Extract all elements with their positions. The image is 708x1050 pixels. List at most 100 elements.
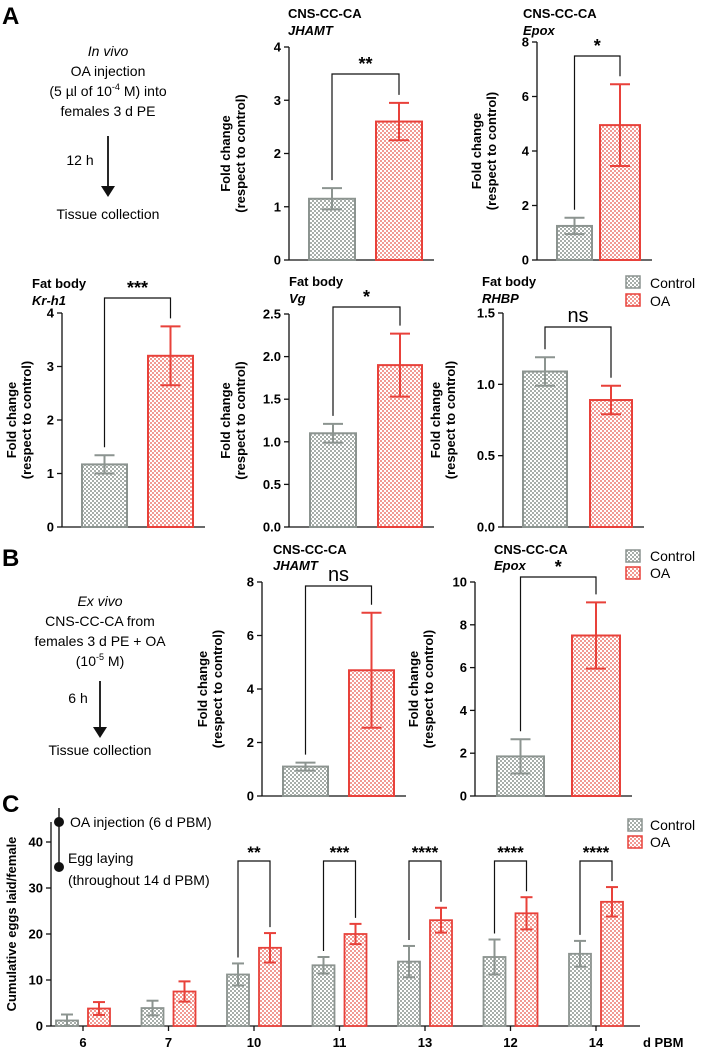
significance-label: *** <box>127 278 148 298</box>
y-tick-label: 10 <box>29 973 43 988</box>
x-tick-label: 13 <box>418 1035 432 1050</box>
y-tick-label: 0 <box>47 520 54 535</box>
chart-a2: CNS-CC-CA Epox Fold change (respect to cont… <box>469 6 652 268</box>
panel-label-c: C <box>2 791 19 818</box>
y-tick-label: 3 <box>274 93 281 108</box>
legend-a: Control OA <box>625 275 695 309</box>
y-tick-label: 40 <box>29 835 43 850</box>
gene-label: Vg <box>289 291 306 306</box>
schematic-in-vivo: In vivo OA injection (5 µl of 10-4 M) in… <box>49 43 166 222</box>
y-axis-label-units: (respect to control) <box>484 92 499 210</box>
bar-oa <box>375 120 423 261</box>
legend-c: Control OA <box>627 817 695 850</box>
y-tick-label: 2 <box>274 146 281 161</box>
y-tick-label: 0 <box>36 1019 43 1034</box>
y-axis-label: Fold change <box>195 651 210 728</box>
significance-label: *** <box>330 843 350 862</box>
y-tick-label: 6 <box>247 628 254 643</box>
gene-label: Epox <box>523 23 556 38</box>
timeline-dot-icon <box>54 817 64 827</box>
y-tick-label: 1.5 <box>263 392 281 407</box>
legend-oa-label: OA <box>650 565 671 581</box>
gene-label: Epox <box>494 558 527 573</box>
y-tick-label: 6 <box>460 660 467 675</box>
legend-control-label: Control <box>650 548 695 564</box>
y-tick-label: 8 <box>247 575 254 590</box>
schematic-b-duration: 6 h <box>68 690 87 706</box>
schematic-b-result: Tissue collection <box>49 742 152 758</box>
y-tick-label: 30 <box>29 881 43 896</box>
gene-label: JHAMT <box>273 558 319 573</box>
panel-label-a: A <box>2 3 19 30</box>
legend-b: Control OA <box>625 548 695 581</box>
y-tick-label: 4 <box>274 40 282 55</box>
y-tick-label: 4 <box>247 682 255 697</box>
chart-title: CNS-CC-CA <box>523 6 597 21</box>
bar-oa <box>599 124 641 261</box>
y-tick-label: 0 <box>522 253 529 268</box>
legend-oa-label: OA <box>650 834 671 850</box>
y-tick-label: 0 <box>247 789 254 804</box>
y-tick-label: 0.5 <box>477 448 495 463</box>
x-tick-label: 6 <box>79 1035 86 1050</box>
gene-label: JHAMT <box>288 23 334 38</box>
y-axis-label: Fold change <box>4 382 19 459</box>
significance-label: ** <box>247 843 261 862</box>
schematic-a-title: In vivo <box>88 43 129 59</box>
significance-label: ** <box>358 54 372 74</box>
y-tick-label: 2.5 <box>263 307 281 322</box>
significance-label: ns <box>328 564 349 586</box>
bar-control <box>309 432 357 528</box>
legend-oa-label: OA <box>650 293 671 309</box>
x-tick-label: 10 <box>247 1035 261 1050</box>
chart-title: CNS-CC-CA <box>288 6 362 21</box>
y-tick-label: 2 <box>522 198 529 213</box>
significance-bracket <box>579 860 613 935</box>
y-tick-label: 1.5 <box>477 306 495 321</box>
bar-oa <box>589 399 633 529</box>
significance-bracket <box>544 326 612 378</box>
significance-bracket <box>408 860 442 940</box>
schematic-a-result: Tissue collection <box>57 206 160 222</box>
chart-title: CNS-CC-CA <box>494 542 568 557</box>
y-axis-label-units: (respect to control) <box>421 630 436 748</box>
y-tick-label: 4 <box>47 306 55 321</box>
legend-control-label: Control <box>650 275 695 291</box>
chart-title: Fat body <box>289 274 344 289</box>
legend-control-swatch <box>627 818 643 832</box>
chart-a4: Fat body Vg Fold change (respect to control… <box>218 274 434 535</box>
schematic-b-line-2: females 3 d PE + OA <box>34 633 166 649</box>
y-tick-label: 1 <box>47 466 54 481</box>
schematic-a-line-3: females 3 d PE <box>61 103 156 119</box>
significance-label: **** <box>583 843 610 862</box>
x-tick-label: 7 <box>165 1035 172 1050</box>
schematic-c-step-1: OA injection (6 d PBM) <box>70 814 212 830</box>
y-tick-label: 2 <box>460 746 467 761</box>
significance-bracket <box>519 576 597 732</box>
schematic-b-title: Ex vivo <box>77 593 122 609</box>
y-tick-label: 20 <box>29 927 43 942</box>
schematic-a-line-2: (5 µl of 10-4 M) into <box>49 82 166 99</box>
legend-oa-swatch <box>625 566 641 580</box>
significance-bracket <box>332 306 401 416</box>
chart-title: Fat body <box>32 276 87 291</box>
chart-a1: CNS-CC-CA JHAMT Fold change (respect to con… <box>218 6 434 268</box>
significance-label: **** <box>412 843 439 862</box>
y-axis-label-units: (respect to control) <box>19 361 34 479</box>
legend-oa-swatch <box>627 835 643 849</box>
y-tick-label: 0.0 <box>263 520 281 535</box>
y-tick-label: 2.0 <box>263 349 281 364</box>
x-tick-label: 12 <box>503 1035 517 1050</box>
schematic-b-line-1: CNS-CC-CA from <box>45 613 155 629</box>
schematic-ex-vivo: Ex vivo CNS-CC-CA from females 3 d PE + … <box>34 593 166 758</box>
y-tick-label: 10 <box>453 575 467 590</box>
legend-control-swatch <box>625 549 641 563</box>
y-tick-label: 3 <box>47 359 54 374</box>
timeline-dot-icon <box>54 862 64 872</box>
panel-label-b: B <box>2 545 19 572</box>
schematic-c-step-2: Egg laying <box>68 850 133 866</box>
y-tick-label: 4 <box>460 703 468 718</box>
legend-control-swatch <box>625 275 641 289</box>
y-tick-label: 0.0 <box>477 520 495 535</box>
